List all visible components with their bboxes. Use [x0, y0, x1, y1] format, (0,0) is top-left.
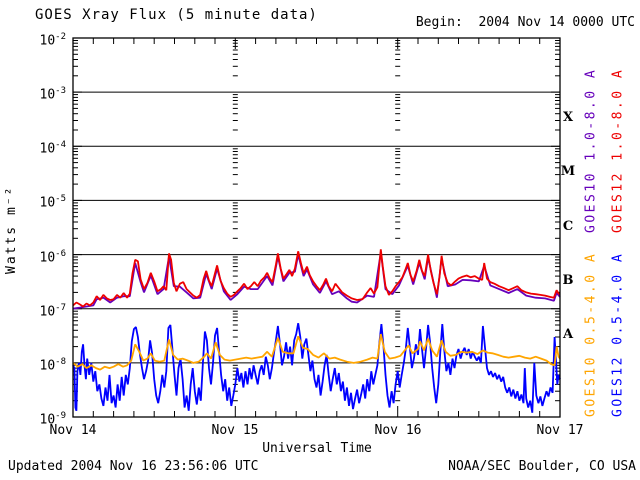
x-axis-tick-label: Nov 17 — [536, 423, 584, 438]
series-goes12-0-5-4-0-a-line — [72, 323, 561, 413]
series-goes10-1-0-8-0-a-line — [72, 252, 561, 310]
legend-label-goes12-1-0-8-0-a: GOES12 1.0-8.0 A — [610, 67, 626, 233]
flux-class-label-x: X — [562, 110, 574, 125]
y-axis-tick-label: 10-5 — [39, 194, 67, 211]
legend-label-goes10-1-0-8-0-a: GOES10 1.0-8.0 A — [583, 67, 599, 233]
flux-class-label-b: B — [562, 273, 574, 288]
series-goes10-0-5-4-0-a-line — [72, 333, 561, 371]
legend-label-goes10-0-5-4-0-a: GOES10 0.5-4.0 A — [583, 251, 599, 417]
series-goes12-1-0-8-0-a-line — [72, 249, 561, 308]
y-axis-title: Watts m⁻² — [4, 185, 19, 275]
y-axis-tick-label: 10-4 — [39, 140, 67, 157]
x-axis-tick-label: Nov 16 — [374, 423, 422, 438]
footer-updated-timestamp: Updated 2004 Nov 16 23:56:06 UTC — [8, 459, 259, 474]
flux-class-label-m: M — [560, 164, 576, 179]
x-axis-tick-label: Nov 15 — [211, 423, 259, 438]
y-axis-tick-label: 10-3 — [39, 86, 67, 103]
flux-class-label-a: A — [562, 327, 574, 342]
y-axis-tick-label: 10-9 — [39, 411, 67, 428]
begin-time-label: Begin: 2004 Nov 14 0000 UTC — [415, 15, 635, 30]
y-axis-tick-label: 10-7 — [39, 303, 67, 320]
flux-class-label-c: C — [562, 219, 574, 234]
footer-organization: NOAA/SEC Boulder, CO USA — [448, 459, 636, 474]
x-axis-tick-label: Nov 14 — [49, 423, 97, 438]
legend-label-goes12-0-5-4-0-a: GOES12 0.5-4.0 A — [610, 251, 626, 417]
plot-frame — [72, 37, 561, 418]
y-axis-tick-label: 10-6 — [39, 249, 67, 266]
y-axis-tick-label: 10-8 — [39, 357, 67, 374]
y-axis-tick-label: 10-2 — [39, 32, 67, 49]
chart-title: GOES Xray Flux (5 minute data) — [35, 7, 318, 23]
x-axis-title: Universal Time — [262, 441, 372, 456]
